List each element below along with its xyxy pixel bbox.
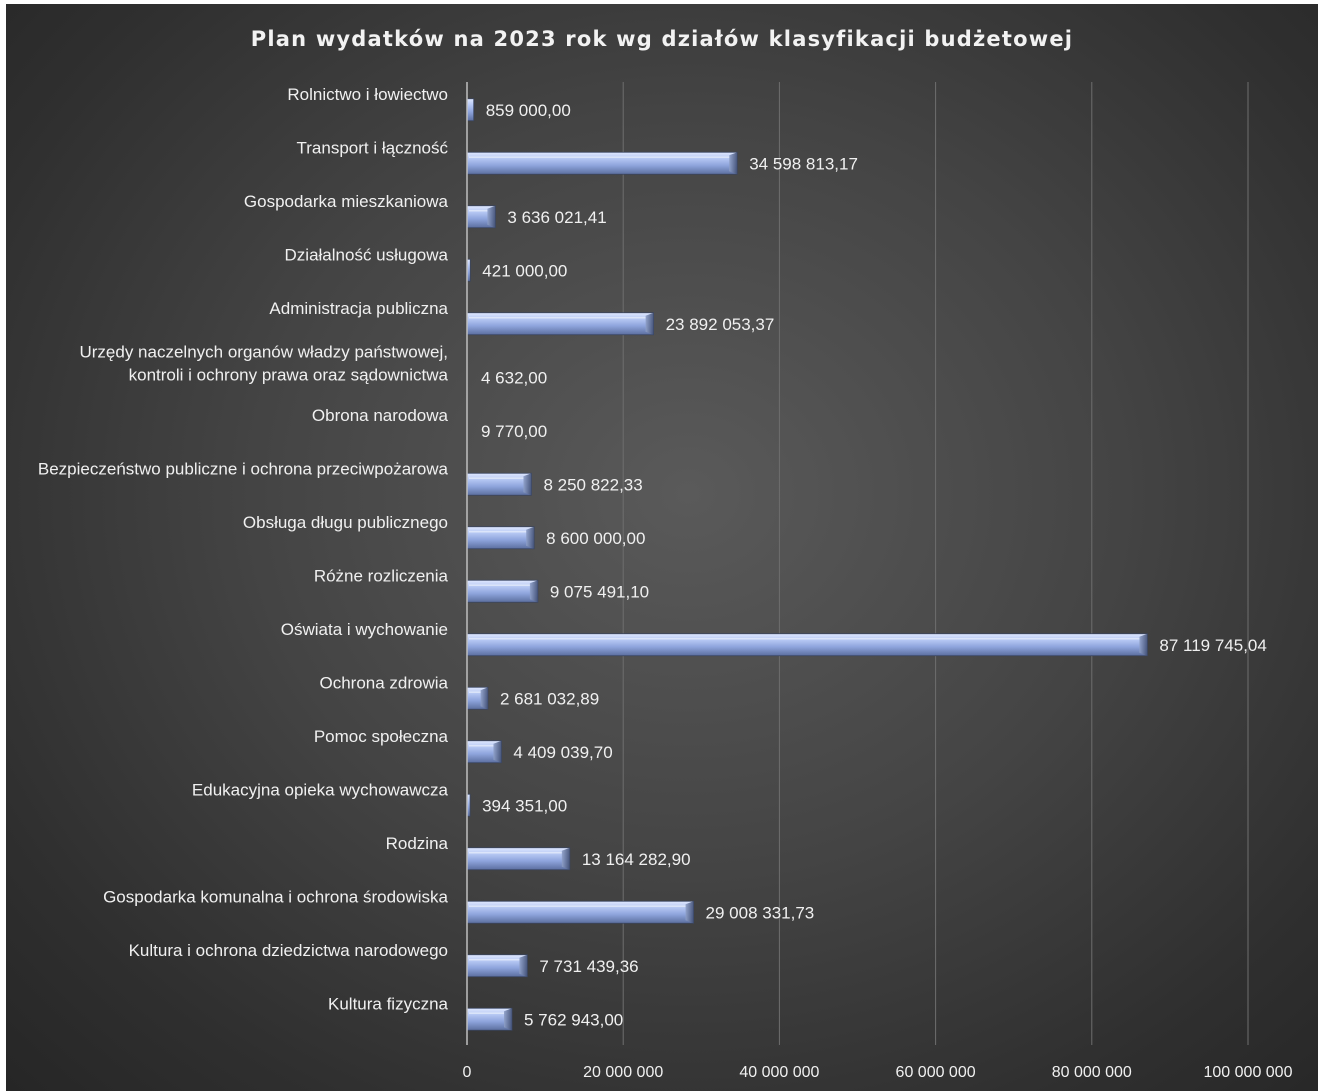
category-label: Kultura fizyczna (328, 994, 449, 1013)
bar (466, 686, 489, 710)
data-label: 9 770,00 (481, 422, 547, 441)
bar (466, 526, 535, 550)
data-label: 859 000,00 (486, 101, 571, 120)
data-labels: 859 000,00 34 598 813,17 3 636 021,41 421 0… (481, 101, 1267, 1030)
bar (466, 472, 532, 496)
data-label: 34 598 813,17 (749, 154, 858, 173)
category-label: Pomoc społeczna (314, 727, 449, 746)
category-label: Rodzina (386, 834, 449, 853)
bar (466, 205, 496, 229)
data-label: 9 075 491,10 (550, 582, 649, 601)
bar (466, 954, 528, 978)
data-label: 2 681 032,89 (500, 689, 599, 708)
bar (466, 312, 654, 336)
bars (466, 98, 1148, 1031)
category-label: Gospodarka komunalna i ochrona środowisk… (103, 887, 448, 906)
data-label: 8 250 822,33 (543, 475, 642, 494)
x-tick-label: 60 000 000 (896, 1064, 976, 1081)
bar (466, 151, 738, 175)
data-label: 421 000,00 (482, 261, 567, 280)
x-axis-ticks: 0 20 000 000 40 000 000 60 000 000 80 000 00… (463, 1064, 1293, 1081)
data-label: 5 762 943,00 (524, 1010, 623, 1029)
x-tick-label: 40 000 000 (739, 1064, 819, 1081)
category-label: Działalność usługowa (285, 245, 449, 264)
data-label: 4 632,00 (481, 368, 547, 387)
bar (466, 1007, 513, 1031)
category-label: Obsługa długu publicznego (243, 513, 448, 532)
category-label: Urzędy naczelnych organów władzy państwo… (79, 342, 448, 384)
category-label: Obrona narodowa (312, 406, 449, 425)
x-tick-label: 100 000 000 (1204, 1064, 1293, 1081)
category-label: Transport i łączność (297, 138, 449, 157)
category-label: Edukacyjna opieka wychowawcza (192, 780, 449, 799)
data-label: 394 351,00 (482, 796, 567, 815)
category-labels: Rolnictwo i łowiectwo Transport i łącznoś… (38, 85, 449, 1014)
data-label: 8 600 000,00 (546, 529, 645, 548)
data-label: 87 119 745,04 (1159, 636, 1266, 655)
data-label: 4 409 039,70 (513, 743, 612, 762)
data-label: 29 008 331,73 (706, 903, 815, 922)
category-label: Różne rozliczenia (314, 566, 449, 585)
category-label: Rolnictwo i łowiectwo (287, 85, 448, 104)
bar (466, 847, 571, 871)
data-label: 13 164 282,90 (582, 850, 691, 869)
category-label: Gospodarka mieszkaniowa (244, 192, 449, 211)
data-label: 23 892 053,37 (666, 315, 775, 334)
bar (466, 579, 539, 603)
category-label: Bezpieczeństwo publiczne i ochrona przec… (38, 459, 449, 478)
x-tick-label: 80 000 000 (1052, 1064, 1132, 1081)
x-tick-label: 20 000 000 (583, 1064, 663, 1081)
x-tick-label: 0 (463, 1064, 472, 1081)
chart-title: Plan wydatków na 2023 rok wg działów kla… (251, 27, 1073, 51)
data-label: 3 636 021,41 (507, 208, 606, 227)
category-label: Ochrona zdrowia (319, 673, 448, 692)
bar (466, 98, 475, 122)
data-label: 7 731 439,36 (539, 957, 638, 976)
bar (466, 740, 502, 764)
category-label: Administracja publiczna (269, 299, 448, 318)
bar (466, 633, 1148, 657)
category-label: Kultura i ochrona dziedzictwa narodowego (129, 941, 448, 960)
category-label: Oświata i wychowanie (281, 620, 448, 639)
gridlines (622, 82, 1249, 1045)
bar (466, 900, 694, 924)
